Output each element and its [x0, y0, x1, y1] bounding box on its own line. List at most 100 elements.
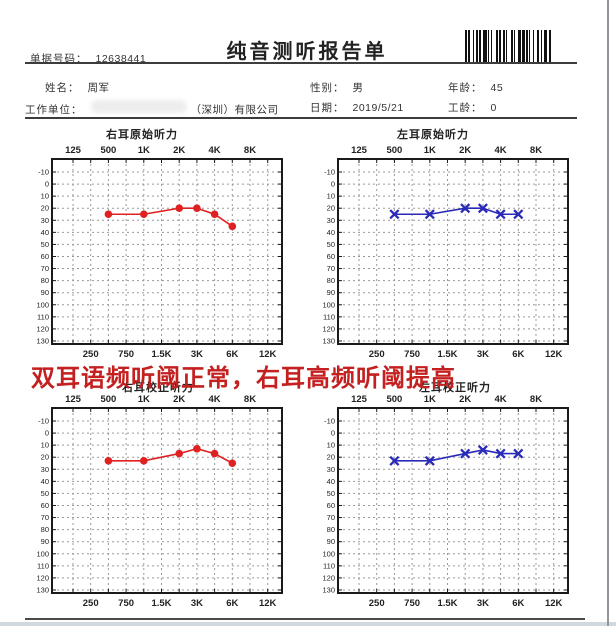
audiogram-left-corrected: 125 500 1K 2K 4K 8K 250 750 1.5K 3K 6K 12K -10 0 10 20 3… [316, 388, 588, 615]
svg-text:30: 30 [41, 465, 49, 474]
svg-text:250: 250 [369, 598, 385, 609]
barcode-gap [547, 30, 549, 62]
barcode-gap [515, 30, 518, 62]
svg-text:0: 0 [45, 429, 49, 438]
gender-row: 性别： 男 [310, 80, 364, 95]
barcode-bar [495, 30, 499, 62]
svg-text:1.5K: 1.5K [437, 349, 457, 360]
barcode-bar [548, 30, 551, 62]
svg-text:0: 0 [45, 180, 49, 189]
gender-value: 男 [352, 82, 364, 94]
svg-text:40: 40 [327, 228, 335, 237]
svg-text:80: 80 [327, 276, 335, 285]
svg-text:100: 100 [322, 549, 335, 558]
name-row: 姓名： 周军 [45, 80, 110, 95]
barcode-bar [506, 30, 508, 62]
svg-text:30: 30 [327, 216, 335, 225]
barcode-bar [483, 30, 487, 62]
gender-label: 性别： [310, 82, 345, 94]
svg-text:3K: 3K [477, 349, 489, 360]
svg-text:250: 250 [369, 349, 385, 360]
svg-text:6K: 6K [512, 349, 524, 360]
barcode-bar [522, 30, 525, 62]
barcode-bar [529, 30, 531, 62]
svg-text:125: 125 [65, 145, 82, 156]
svg-text:40: 40 [41, 477, 49, 486]
company-label: 工作单位： [25, 104, 83, 116]
barcode-gap [486, 30, 488, 62]
svg-text:70: 70 [327, 513, 335, 522]
redacted-company-blur [90, 100, 187, 113]
svg-text:70: 70 [41, 513, 49, 522]
barcode-gap [541, 30, 545, 62]
info-divider [25, 117, 577, 119]
svg-text:8K: 8K [244, 145, 256, 156]
age-label: 年龄： [448, 82, 483, 94]
svg-text:4K: 4K [495, 394, 507, 405]
svg-text:250: 250 [83, 349, 99, 360]
svg-text:1K: 1K [424, 145, 436, 156]
svg-text:8K: 8K [530, 394, 542, 405]
date-value: 2019/5/21 [352, 102, 404, 114]
svg-text:60: 60 [41, 501, 49, 510]
svg-text:80: 80 [41, 525, 49, 534]
page-right-edge [607, 0, 609, 626]
svg-text:20: 20 [41, 453, 49, 462]
svg-text:120: 120 [322, 573, 335, 582]
svg-text:1K: 1K [138, 394, 150, 405]
name-label: 姓名： [45, 82, 80, 94]
barcode-gap [507, 30, 511, 62]
svg-text:4K: 4K [209, 145, 221, 156]
svg-text:110: 110 [323, 312, 335, 321]
svg-text:130: 130 [322, 585, 335, 594]
svg-text:10: 10 [41, 192, 49, 201]
svg-text:20: 20 [327, 204, 335, 213]
barcode-gap [524, 30, 526, 62]
svg-text:90: 90 [327, 537, 335, 546]
svg-text:500: 500 [386, 394, 402, 405]
svg-text:50: 50 [41, 240, 49, 249]
svg-text:750: 750 [118, 349, 134, 360]
svg-text:1.5K: 1.5K [437, 598, 457, 609]
barcode-gap [469, 30, 474, 62]
barcode-bar [468, 30, 470, 62]
svg-text:60: 60 [327, 501, 335, 510]
barcode-bar [532, 30, 534, 62]
barcode-gap [474, 30, 477, 62]
barcode-bar [499, 30, 501, 62]
barcode-bar [476, 30, 478, 62]
svg-text:750: 750 [404, 598, 420, 609]
work-years-row: 工龄： 0 [448, 100, 497, 115]
svg-text:20: 20 [41, 204, 49, 213]
svg-text:110: 110 [37, 312, 49, 321]
svg-text:3K: 3K [477, 598, 489, 609]
svg-text:500: 500 [386, 145, 402, 156]
barcode-bar [491, 30, 493, 62]
svg-text:2K: 2K [173, 145, 185, 156]
svg-text:3K: 3K [191, 598, 203, 609]
chart-title-left-original: 左耳原始听力 [397, 129, 469, 141]
svg-text:4K: 4K [209, 394, 221, 405]
svg-text:80: 80 [327, 525, 335, 534]
barcode-gap [500, 30, 503, 62]
svg-text:2K: 2K [459, 145, 471, 156]
barcode-bar [478, 30, 482, 62]
svg-text:130: 130 [322, 336, 335, 345]
svg-text:6K: 6K [226, 598, 238, 609]
svg-text:30: 30 [327, 465, 335, 474]
header-divider [25, 62, 577, 64]
name-value: 周军 [87, 82, 110, 94]
barcode-bar [487, 30, 490, 62]
svg-text:125: 125 [351, 145, 368, 156]
svg-text:6K: 6K [226, 349, 238, 360]
barcode [465, 30, 570, 62]
svg-text:12K: 12K [545, 598, 563, 609]
svg-text:12K: 12K [545, 349, 563, 360]
date-row: 日期： 2019/5/21 [310, 100, 404, 115]
svg-text:10: 10 [41, 441, 49, 450]
barcode-gap [477, 30, 479, 62]
svg-text:130: 130 [36, 585, 49, 594]
barcode-gap [513, 30, 515, 62]
svg-text:70: 70 [327, 264, 335, 273]
